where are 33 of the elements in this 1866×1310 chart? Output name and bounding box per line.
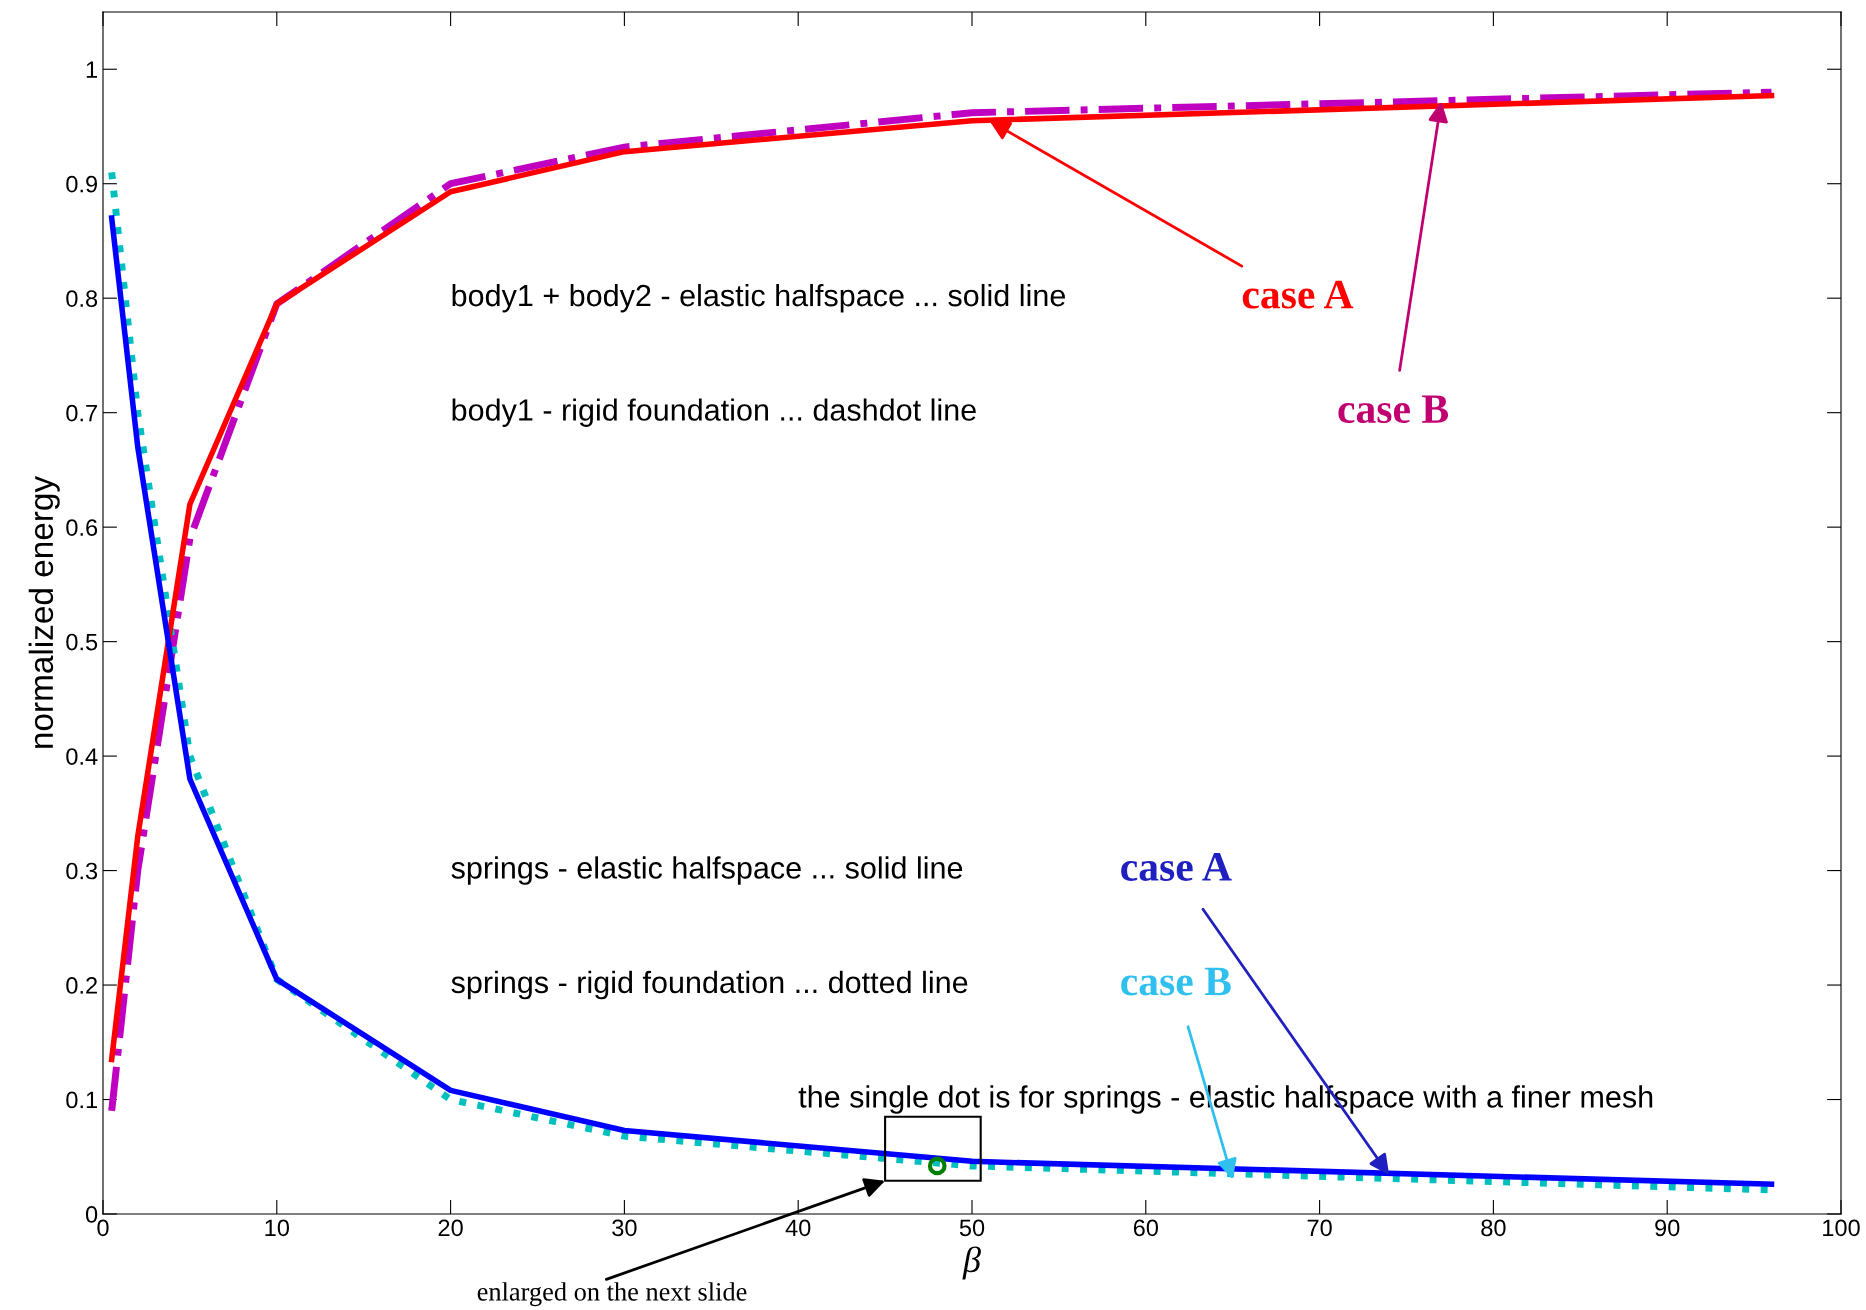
y-tick-label: 0 [85,1206,98,1223]
annotation: case A [1121,853,1232,881]
y-tick-label: 0.4 [66,748,98,765]
x-tick-label: 20 [438,1219,463,1237]
y-tick-label: 0.9 [66,175,98,193]
x-tick-label: 10 [265,1219,290,1237]
x-tick-label: 0 [97,1219,109,1237]
text: enlarged on the next slide [477,1282,747,1307]
annotation: springs - rigid foundation ... dotted line [451,970,968,1000]
annotation: case A [1242,280,1354,309]
x-tick-label: 90 [1655,1219,1680,1237]
annotation: case B [1121,967,1231,996]
y-tick-label: 0.3 [66,862,98,880]
y-axis-title: normalized energy [28,475,60,748]
y-tick-label: 0.5 [66,633,98,651]
x-tick-label: 40 [785,1219,811,1237]
x-tick-label: 50 [959,1219,985,1237]
y-tick-label: 0.2 [66,977,97,994]
x-tick-label: 80 [1481,1219,1506,1237]
y-tick-label: 0.1 [66,1091,97,1109]
annotation: case B [1338,395,1449,424]
x-tick-label: 100 [1823,1219,1860,1237]
y-tick-label: 0.6 [66,519,98,536]
x-tick-label: 60 [1133,1219,1159,1237]
annotation: body1 + body2 - elastic halfspace ... solid line [452,283,1065,313]
y-tick-label: 1 [86,61,97,78]
x-axis-title: β [962,1246,981,1280]
x-tick-label: 30 [612,1219,637,1237]
y-tick-label: 0.7 [66,404,97,422]
x-tick-label: 70 [1307,1219,1332,1237]
annotation: springs - elastic halfspace ... solid line [451,856,963,885]
y-tick-label: 0.8 [66,290,98,307]
annotation: body1 - rigid foundation ... dashdot line [452,398,976,427]
